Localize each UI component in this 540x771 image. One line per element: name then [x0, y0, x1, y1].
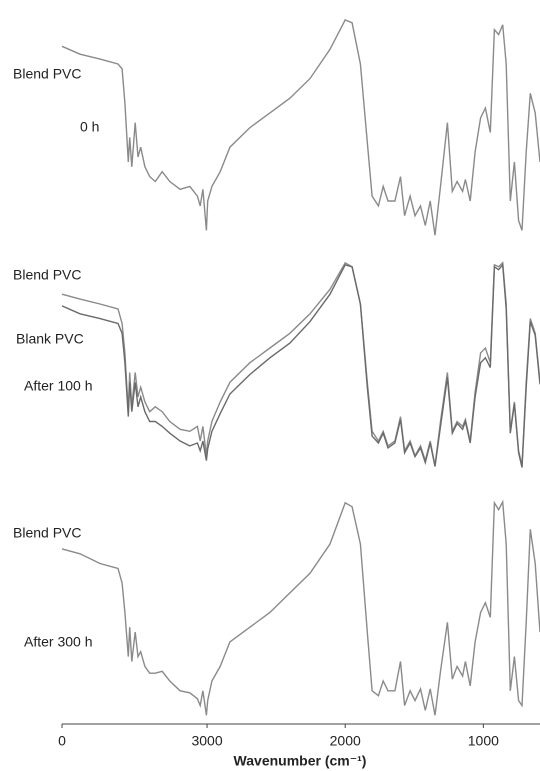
x-tick-label: 3000: [191, 733, 222, 749]
x-tick-label: 2000: [330, 733, 361, 749]
annotation: After 100 h: [24, 378, 93, 394]
spectrum-line: [61, 19, 540, 236]
spectrum-line: [61, 499, 540, 716]
series-label: Blend PVC: [13, 267, 81, 283]
series-label: Blank PVC: [16, 331, 84, 347]
series-label: Blend PVC: [13, 525, 81, 541]
x-axis-title: Wavenumber (cm⁻¹): [234, 753, 367, 769]
series-label: Blend PVC: [13, 66, 81, 82]
x-tick-label: 1000: [468, 733, 499, 749]
annotation: After 300 h: [24, 634, 93, 650]
spectrum-line: [61, 263, 540, 468]
annotation: 0 h: [80, 119, 99, 135]
x-tick-label: 0: [58, 733, 66, 749]
